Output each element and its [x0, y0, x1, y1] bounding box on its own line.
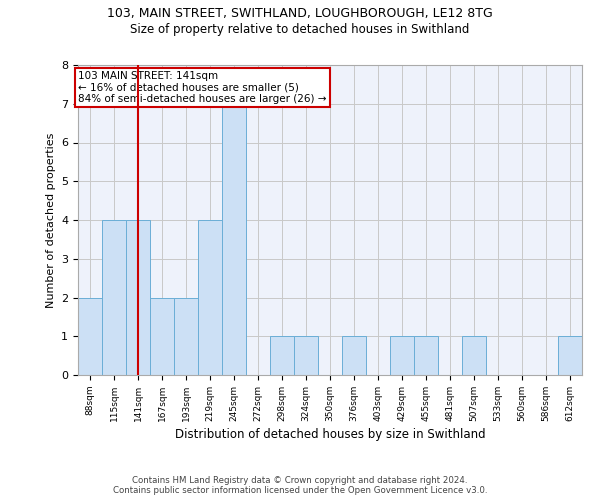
Bar	[414, 336, 438, 375]
Bar	[174, 298, 198, 375]
X-axis label: Distribution of detached houses by size in Swithland: Distribution of detached houses by size …	[175, 428, 485, 441]
Bar	[270, 336, 294, 375]
Bar	[558, 336, 582, 375]
Bar	[150, 298, 174, 375]
Bar	[198, 220, 222, 375]
Bar	[294, 336, 318, 375]
Bar	[126, 220, 150, 375]
Y-axis label: Number of detached properties: Number of detached properties	[46, 132, 56, 308]
Text: 103, MAIN STREET, SWITHLAND, LOUGHBOROUGH, LE12 8TG: 103, MAIN STREET, SWITHLAND, LOUGHBOROUG…	[107, 8, 493, 20]
Bar	[390, 336, 414, 375]
Bar	[342, 336, 366, 375]
Bar	[102, 220, 126, 375]
Bar	[222, 104, 246, 375]
Text: Size of property relative to detached houses in Swithland: Size of property relative to detached ho…	[130, 22, 470, 36]
Text: Contains HM Land Registry data © Crown copyright and database right 2024.
Contai: Contains HM Land Registry data © Crown c…	[113, 476, 487, 495]
Text: 103 MAIN STREET: 141sqm
← 16% of detached houses are smaller (5)
84% of semi-det: 103 MAIN STREET: 141sqm ← 16% of detache…	[78, 71, 326, 104]
Bar	[462, 336, 486, 375]
Bar	[78, 298, 102, 375]
